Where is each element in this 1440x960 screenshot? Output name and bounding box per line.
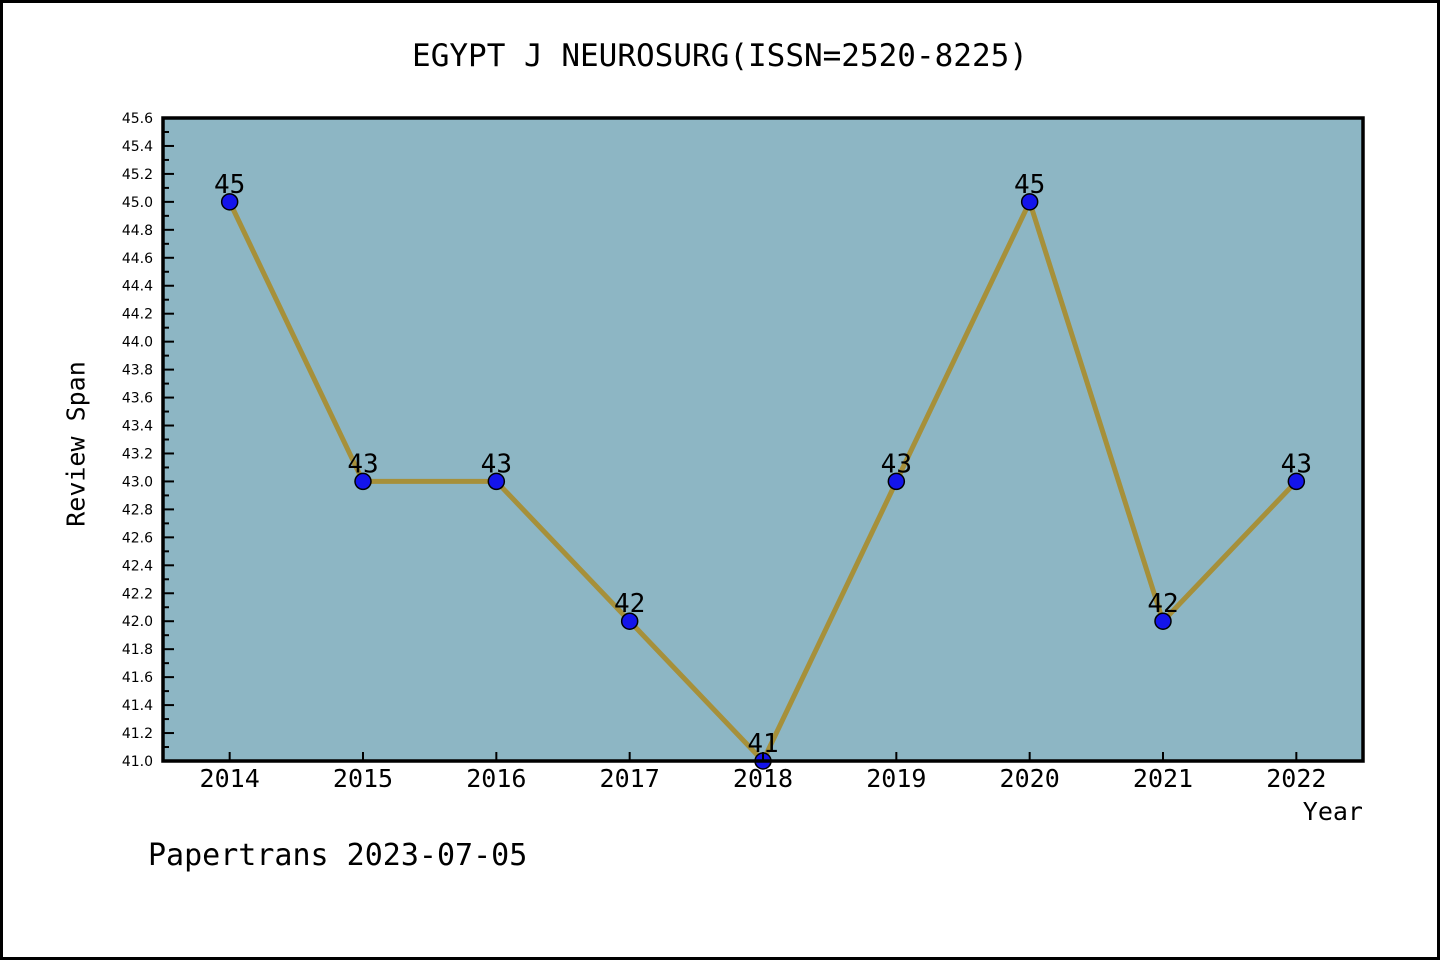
data-point-marker — [1154, 612, 1172, 630]
data-point-label: 43 — [1281, 449, 1312, 479]
y-tick-label: 44.8 — [122, 223, 153, 239]
y-axis-label: Review Span — [61, 361, 91, 527]
y-tick-label: 42.2 — [122, 586, 153, 602]
y-tick-label: 41.2 — [122, 726, 153, 742]
x-tick-label: 2017 — [600, 764, 660, 793]
data-point-marker — [220, 193, 239, 211]
data-point-label: 45 — [214, 170, 245, 200]
x-tick-label: 2021 — [1133, 764, 1193, 793]
y-tick-label: 45.0 — [122, 195, 153, 211]
y-tick-label: 41.6 — [122, 670, 153, 686]
y-tick-label: 41.0 — [122, 754, 153, 770]
y-tick-label: 42.6 — [122, 530, 153, 546]
y-tick-label: 41.4 — [122, 698, 153, 714]
data-point-label: 42 — [614, 589, 645, 619]
x-tick-label: 2014 — [200, 764, 260, 793]
x-axis-label: Year — [1302, 797, 1363, 826]
y-tick-label: 42.4 — [122, 558, 153, 574]
data-point-label: 43 — [881, 449, 912, 479]
y-tick-label: 42.0 — [122, 614, 153, 630]
data-point-marker — [487, 472, 506, 491]
y-tick-label: 43.4 — [122, 419, 153, 435]
y-tick-label: 45.2 — [122, 167, 153, 183]
data-point-marker — [887, 472, 906, 491]
data-point-label: 43 — [347, 449, 378, 479]
y-tick-label: 42.8 — [122, 502, 153, 518]
y-tick-label: 44.0 — [122, 335, 153, 351]
x-tick-label: 2019 — [866, 764, 926, 793]
data-point-label: 43 — [481, 449, 512, 479]
x-tick-label: 2015 — [333, 764, 393, 793]
x-tick-label: 2016 — [466, 764, 526, 793]
data-point-label: 41 — [747, 729, 778, 759]
data-point-label: 45 — [1014, 170, 1045, 200]
y-tick-label: 43.8 — [122, 363, 153, 379]
data-point-label: 42 — [1147, 589, 1178, 619]
data-point-marker — [620, 612, 639, 630]
y-tick-label: 43.0 — [122, 474, 153, 490]
x-tick-label: 2020 — [1000, 764, 1060, 793]
y-tick-label: 44.2 — [122, 307, 153, 323]
data-point-marker — [1020, 193, 1039, 211]
chart-title: EGYPT J NEUROSURG(ISSN=2520-8225) — [412, 38, 1028, 74]
data-point-marker — [354, 472, 372, 491]
y-tick-label: 44.6 — [122, 251, 153, 267]
footer-watermark: Papertrans 2023-07-05 — [148, 838, 528, 873]
plot-background — [163, 118, 1363, 761]
x-tick-label: 2018 — [733, 764, 793, 793]
data-point-marker — [1287, 472, 1306, 491]
y-tick-label: 44.4 — [122, 279, 153, 295]
y-tick-label: 45.6 — [122, 111, 153, 127]
plot-border — [161, 116, 1365, 763]
y-tick-label: 43.2 — [122, 446, 153, 462]
y-tick-label: 43.6 — [122, 391, 153, 407]
y-tick-label: 41.8 — [122, 642, 153, 658]
x-tick-label: 2022 — [1266, 764, 1326, 793]
y-tick-label: 45.4 — [122, 139, 153, 155]
